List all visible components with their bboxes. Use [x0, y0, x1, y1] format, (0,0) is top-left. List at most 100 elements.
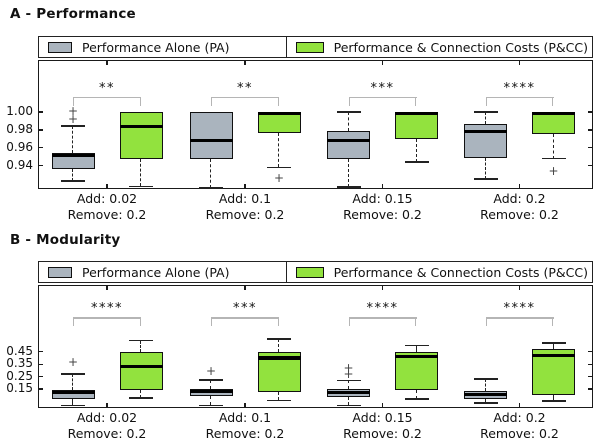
median-line — [327, 139, 370, 143]
whisker-cap — [473, 178, 498, 180]
xtick-mark — [244, 285, 246, 290]
xtick-mark — [106, 403, 108, 408]
median-line — [189, 139, 233, 143]
ytick-mark — [588, 388, 593, 390]
whisker-lower — [415, 390, 417, 400]
xtick-label-add: Add: 0.2 — [493, 410, 546, 425]
xtick-label-remove: Remove: 0.2 — [205, 207, 285, 222]
whisker-cap — [267, 399, 291, 402]
median-line — [532, 353, 575, 358]
sig-stars: *** — [233, 301, 257, 317]
whisker-cap — [404, 398, 429, 400]
panel-b-legend: Performance Alone (PA) Performance & Con… — [38, 261, 593, 283]
xtick-mark — [518, 60, 521, 65]
sig-bracket-leg — [139, 317, 141, 327]
whisker-lower — [140, 389, 142, 398]
ytick-mark — [588, 375, 593, 378]
median-line — [327, 391, 370, 395]
whisker-cap — [61, 180, 85, 182]
ytick-mark — [588, 111, 593, 113]
whisker-cap — [61, 125, 85, 128]
whisker-cap — [473, 378, 498, 380]
sig-stars: **** — [366, 301, 399, 317]
box-pa — [51, 389, 95, 400]
box-pa — [464, 123, 507, 158]
xtick-label-add: Add: 0.1 — [218, 191, 272, 206]
sig-bracket-leg — [415, 97, 417, 107]
xtick-label-remove: Remove: 0.2 — [205, 426, 285, 441]
median-line — [532, 112, 575, 116]
whisker-cap — [61, 373, 85, 375]
pcc-swatch-icon — [295, 41, 324, 53]
whisker-cap — [199, 379, 223, 381]
whisker-cap — [336, 111, 361, 113]
xtick-label-add: Add: 0.02 — [76, 191, 138, 206]
whisker-upper — [552, 343, 554, 350]
ytick-label: 0.96 — [6, 139, 33, 154]
sig-bracket — [211, 97, 279, 99]
whisker-cap — [129, 185, 153, 188]
whisker-cap — [129, 339, 153, 342]
xtick-mark — [518, 403, 521, 408]
whisker-cap — [61, 404, 85, 407]
median-line — [51, 390, 95, 394]
box-pcc — [119, 351, 163, 390]
sig-bracket-leg — [211, 317, 213, 327]
ytick-mark — [588, 165, 593, 167]
sig-bracket — [348, 317, 417, 319]
sig-bracket-leg — [73, 97, 75, 107]
ytick-mark — [38, 165, 43, 167]
sig-bracket-leg — [415, 317, 417, 327]
whisker-cap — [336, 379, 361, 382]
sig-stars: ** — [99, 81, 115, 97]
ytick-mark — [38, 363, 43, 365]
ytick-label: 0.35 — [6, 356, 33, 371]
whisker-cap — [541, 342, 566, 344]
ytick-label: 0.94 — [6, 157, 33, 172]
xtick-mark — [106, 60, 108, 65]
whisker-upper — [347, 111, 349, 131]
whisker-cap — [199, 404, 223, 407]
panel-a-title: A - Performance — [10, 6, 136, 22]
whisker-lower — [552, 394, 554, 401]
box-pa — [327, 130, 370, 160]
median-line — [464, 130, 507, 134]
sig-bracket-leg — [485, 317, 487, 327]
xtick-label-add: Add: 0.1 — [218, 410, 272, 425]
whisker-upper — [415, 345, 417, 352]
pcc-legend-label: Performance & Connection Costs (P&CC) — [333, 39, 588, 55]
flier-plus: + — [273, 171, 285, 186]
box-pcc — [395, 111, 438, 139]
xtick-mark — [106, 285, 108, 290]
xtick-label-remove: Remove: 0.2 — [343, 207, 422, 222]
whisker-upper — [210, 379, 212, 389]
xtick-mark — [244, 60, 246, 65]
whisker-upper — [72, 374, 74, 390]
sig-bracket-leg — [277, 317, 279, 327]
flier-plus: + — [343, 361, 354, 376]
median-line — [51, 154, 95, 158]
legend-entry-pa: Performance Alone (PA) — [38, 261, 287, 283]
xtick-label-remove: Remove: 0.2 — [480, 207, 559, 222]
whisker-cap — [541, 157, 566, 160]
sig-bracket-leg — [348, 97, 350, 107]
xtick-mark — [244, 184, 246, 189]
pa-legend-label: Performance Alone (PA) — [82, 39, 230, 55]
pcc-swatch-icon — [295, 266, 324, 278]
median-line — [189, 390, 233, 394]
whisker-cap — [199, 187, 223, 189]
whisker-cap — [267, 166, 291, 169]
ytick-mark — [38, 129, 43, 131]
xtick-label-add: Add: 0.15 — [352, 410, 413, 425]
whisker-lower — [484, 157, 486, 180]
xtick-mark — [244, 403, 246, 408]
panel-a-legend: Performance Alone (PA) Performance & Con… — [38, 36, 593, 58]
panel-b-title: B - Modularity — [10, 232, 121, 248]
ytick-label: 0.25 — [6, 368, 33, 383]
median-line — [395, 355, 438, 359]
sig-stars: **** — [91, 301, 123, 317]
sig-bracket — [348, 97, 417, 99]
whisker-lower — [72, 399, 74, 406]
ytick-mark — [588, 363, 593, 365]
